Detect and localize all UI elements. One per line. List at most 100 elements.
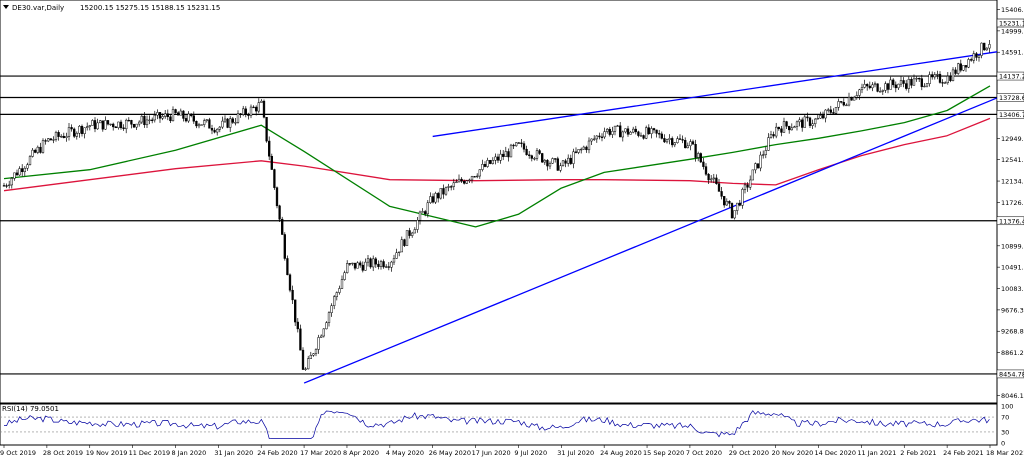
candle-body [291,289,294,301]
candle-body [294,299,297,323]
candle-body [928,74,931,84]
candle-body [395,252,398,259]
candle-body [772,134,775,137]
price-tick-label: 9676.35 [1001,306,1024,314]
candle-body [104,120,107,130]
candle-body [112,123,115,128]
price-tick-label: 15406.75 [1001,6,1024,14]
candle-body [249,106,253,116]
price-tick-label: 12134.00 [1001,178,1024,186]
candle-body [746,184,749,188]
candle-body [54,132,58,140]
candle-body [733,210,736,219]
candle-body [330,305,333,313]
candle-body [834,107,838,114]
price-tick-label: 10083.90 [1001,285,1024,293]
candle-body [15,172,19,176]
candle-body [663,138,666,143]
candle-body [569,157,572,164]
time-tick-label: 9 Jul 2020 [514,449,547,457]
candle-body [182,110,185,119]
candle-body [190,113,193,116]
candle-body [431,196,435,203]
chart-header: DE30.var,Daily 15200.15 15275.15 15188.1… [3,4,220,12]
candle-body [642,135,645,139]
time-tick-label: 11 Dec 2019 [129,449,171,457]
time-tick-label: 29 Oct 2020 [729,449,769,457]
candle-body [686,145,689,149]
candle-body [977,55,981,58]
price-tick-label: 10491.45 [1001,264,1024,272]
candle-body [876,83,879,92]
candle-body [156,112,159,116]
candle-body [13,172,16,179]
candle-body [496,156,500,161]
candle-body [741,189,744,206]
candle-body [652,128,656,131]
candle-body [382,261,385,268]
candle-body [811,123,814,126]
level-label: 14137.20 [999,73,1024,81]
candle-body [10,178,13,186]
candle-body [827,109,830,111]
candle-body [884,83,887,91]
candle-body [572,151,575,164]
price-tick-label: 8861.25 [1001,349,1024,357]
dropdown-arrow-icon[interactable] [3,5,9,9]
candle-body [18,168,21,176]
candle-body [957,63,960,74]
trendline [303,97,998,384]
candle-body [444,187,448,195]
time-tick-label: 14 Dec 2020 [815,449,857,457]
candle-body [515,142,518,147]
candle-body [587,140,591,151]
candle-body [473,176,476,178]
candle-body [738,202,741,206]
candle-body [655,129,658,134]
candle-body [398,251,401,253]
candle-body [704,166,708,175]
candle-body [49,138,52,141]
candle-body [551,158,554,164]
candle-body [598,135,601,138]
level-label-box [996,71,1024,81]
candle-body [426,202,429,215]
candle-body [736,202,739,211]
candle-body [777,126,780,130]
price-tick-label: 9268.80 [1001,328,1024,336]
candle-body [691,141,695,145]
candle-body [832,112,835,114]
candle-body [673,142,676,146]
candle-body [70,127,73,130]
candle-body [421,211,424,213]
candle-body [333,296,336,306]
candle-body [785,121,788,127]
candle-body [270,155,273,170]
candle-body [912,78,916,86]
candle-body [967,59,970,68]
candle-body [954,69,957,74]
candle-body [166,113,169,118]
time-tick-label: 31 Jul 2020 [557,449,594,457]
candle-body [725,201,728,206]
candle-body [788,125,791,131]
price-tick-label: 14999.25 [1001,27,1024,35]
candle-body [923,85,926,88]
candle-body [517,142,520,144]
candle-body [424,211,427,215]
candle-body [899,80,903,85]
candle-body [192,115,195,122]
candle-body [109,123,112,126]
candle-body [403,239,406,246]
candle-body [413,229,416,234]
time-tick-label: 24 Feb 2020 [257,449,297,457]
candle-body [902,80,905,84]
time-axis: 9 Oct 2019 28 Oct 2019 19 Nov 2019 11 Dec 2… [0,445,1024,457]
candle-body [348,263,351,265]
candle-body [502,153,505,157]
candle-body [153,114,156,121]
candle-body [223,118,227,122]
candle-body [320,335,323,338]
candle-body [983,42,986,51]
candle-body [907,78,910,89]
